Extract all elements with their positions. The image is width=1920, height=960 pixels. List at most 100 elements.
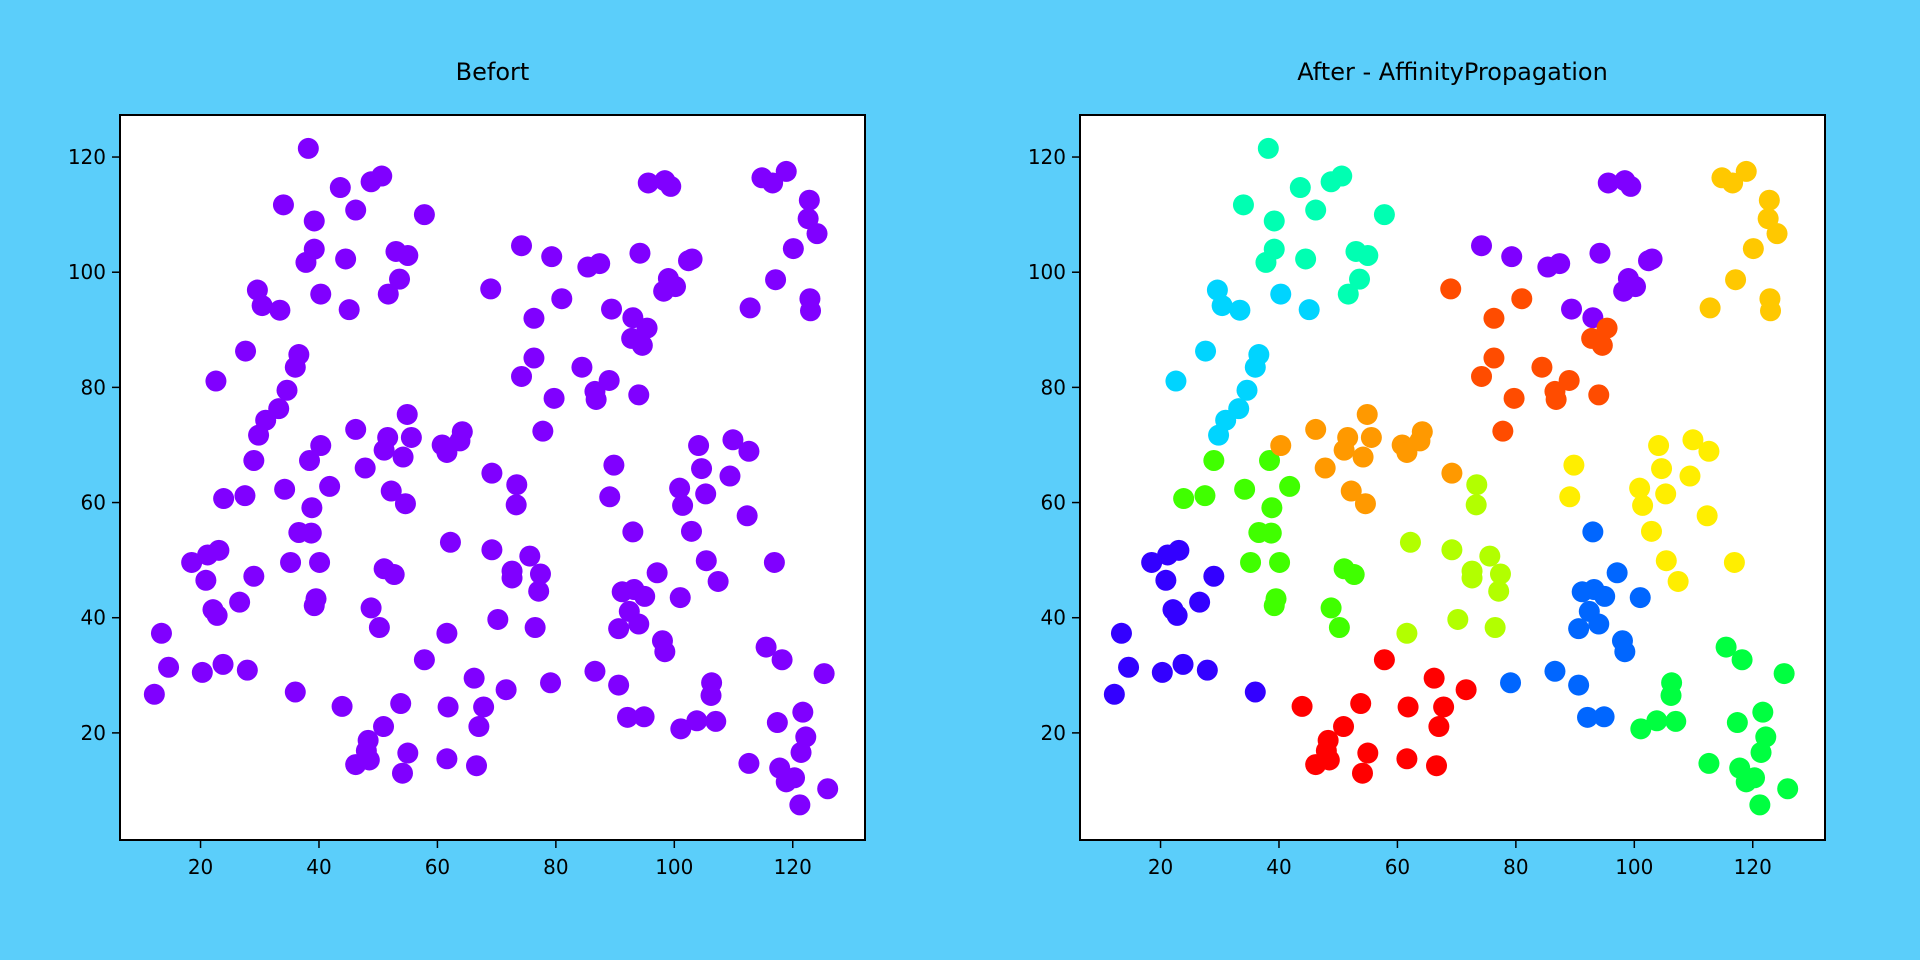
data-point — [205, 370, 227, 392]
data-point — [1606, 562, 1628, 584]
data-point — [463, 667, 485, 689]
data-point — [672, 494, 694, 516]
data-point — [191, 661, 213, 683]
data-point — [481, 539, 503, 561]
data-point — [739, 297, 761, 319]
data-point — [299, 450, 321, 472]
y-tick-label: 100 — [1028, 260, 1066, 284]
data-point — [653, 280, 675, 302]
data-point — [436, 748, 458, 770]
data-point — [722, 429, 744, 451]
data-point — [792, 701, 814, 723]
data-point — [1234, 478, 1256, 500]
data-point — [1549, 253, 1571, 275]
data-point — [790, 741, 812, 763]
data-point — [1151, 661, 1173, 683]
data-point — [1203, 450, 1225, 472]
data-point — [775, 771, 797, 793]
data-point — [660, 175, 682, 197]
data-point — [1484, 617, 1506, 639]
y-tick-label: 20 — [1041, 721, 1066, 745]
data-point — [1679, 465, 1701, 487]
data-point — [1356, 403, 1378, 425]
data-point — [1500, 672, 1522, 694]
data-point — [1735, 160, 1757, 182]
data-point — [400, 426, 422, 448]
data-point — [1433, 696, 1455, 718]
data-point — [1328, 617, 1350, 639]
data-point — [1742, 238, 1764, 260]
data-point — [617, 706, 639, 728]
data-point — [380, 480, 402, 502]
data-point — [272, 194, 294, 216]
data-point — [1648, 435, 1670, 457]
y-tick-label: 60 — [81, 491, 106, 515]
data-point — [248, 424, 270, 446]
data-point — [1614, 641, 1636, 663]
data-point — [1629, 477, 1651, 499]
data-point — [719, 465, 741, 487]
data-point — [1269, 551, 1291, 573]
data-point — [1503, 387, 1525, 409]
x-tick-label: 120 — [774, 855, 812, 879]
data-point — [181, 551, 203, 573]
data-point — [628, 384, 650, 406]
data-point — [284, 681, 306, 703]
data-point — [1597, 172, 1619, 194]
data-point — [511, 235, 533, 257]
data-point — [543, 387, 565, 409]
data-point — [766, 712, 788, 734]
data-point — [1305, 418, 1327, 440]
data-point — [1471, 365, 1493, 387]
x-tick-label: 20 — [188, 855, 213, 879]
data-point — [1396, 748, 1418, 770]
data-point — [1172, 653, 1194, 675]
data-point — [501, 567, 523, 589]
data-point — [1568, 674, 1590, 696]
data-point — [771, 649, 793, 671]
data-point — [654, 641, 676, 663]
data-point — [303, 210, 325, 232]
data-point — [1428, 716, 1450, 738]
data-point — [1314, 457, 1336, 479]
data-point — [1488, 580, 1510, 602]
data-point — [1582, 521, 1604, 543]
data-point — [686, 710, 708, 732]
data-point — [473, 696, 495, 718]
data-point — [1749, 794, 1771, 816]
data-point — [523, 307, 545, 329]
data-point — [608, 618, 630, 640]
data-point — [603, 454, 625, 476]
x-tick-label: 100 — [655, 855, 693, 879]
data-point — [1340, 480, 1362, 502]
data-point — [439, 531, 461, 553]
data-point — [691, 458, 713, 480]
data-point — [1295, 248, 1317, 270]
data-point — [150, 622, 172, 644]
data-point — [681, 248, 703, 270]
data-point — [1195, 340, 1217, 362]
data-point — [1357, 245, 1379, 267]
data-point — [738, 440, 760, 462]
data-point — [274, 478, 296, 500]
data-point — [213, 488, 235, 510]
data-point — [571, 356, 593, 378]
data-point — [1426, 755, 1448, 777]
data-point — [1715, 636, 1737, 658]
data-point — [1270, 283, 1292, 305]
data-point — [1352, 446, 1374, 468]
data-point — [1337, 283, 1359, 305]
data-point — [212, 653, 234, 675]
data-point — [1731, 649, 1753, 671]
data-point — [1232, 194, 1254, 216]
x-tick-label: 40 — [1266, 855, 1291, 879]
data-point — [707, 570, 729, 592]
data-point — [646, 562, 668, 584]
data-point — [301, 497, 323, 519]
data-point — [1333, 716, 1355, 738]
x-tick-label: 80 — [543, 855, 568, 879]
data-point — [680, 520, 702, 542]
data-point — [755, 636, 777, 658]
data-point — [354, 457, 376, 479]
data-point — [451, 421, 473, 443]
